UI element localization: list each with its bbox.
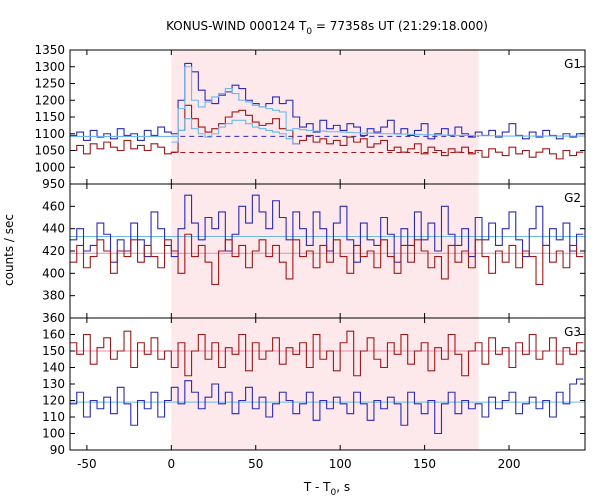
y-tick-label: 380 [42, 289, 65, 303]
panels-group: 95010001050110011501200125013001350G1360… [34, 43, 586, 471]
highlight-interval [171, 50, 479, 450]
y-tick-label: 440 [42, 222, 65, 236]
panel-g2-data [70, 194, 585, 286]
panel-g1: 950 1000 1050 1100 1150 1200 1250 1300 1350 G1 [34, 43, 586, 191]
x-tick-label: 50 [248, 457, 263, 471]
y-tick-label: 140 [42, 361, 65, 375]
panel-g3-data [70, 330, 585, 435]
y-tick-label: 950 [42, 177, 65, 191]
y-tick-label: 1000 [34, 160, 65, 174]
chart-title-subscript: 0 [306, 27, 312, 37]
x-tick-label: 0 [167, 457, 175, 471]
x-axis-label-suffix: , s [336, 480, 350, 494]
series-g1-lightblue-2 [70, 66, 585, 137]
y-tick-label: 90 [50, 443, 65, 457]
x-axis-label-prefix: T - T [303, 480, 331, 494]
panel-label: G3 [564, 325, 581, 339]
series-g1-red-1 [70, 104, 584, 160]
panel-label: G1 [564, 57, 581, 71]
y-tick-label: 150 [42, 344, 65, 358]
x-tick-label: 150 [413, 457, 436, 471]
x-tick-label: 100 [329, 457, 352, 471]
series-g2-blue-0 [70, 194, 584, 263]
y-tick-label: 400 [42, 266, 65, 280]
y-tick-label: 1150 [34, 110, 65, 124]
y-tick-label: 1100 [34, 127, 65, 141]
series-g1-lightblue-3 [171, 118, 300, 145]
x-axis-label-subscript: 0 [331, 488, 337, 498]
x-tick-label: -50 [77, 457, 97, 471]
x-axis-label: T - T0, s [303, 480, 350, 498]
series-g3-blue-1 [70, 378, 584, 435]
y-tick-label: 110 [42, 410, 65, 424]
y-tick-label: 1050 [34, 144, 65, 158]
panel-label: G2 [564, 191, 581, 205]
x-tick-label: 200 [498, 457, 521, 471]
chart-title: KONUS-WIND 000124 T0 = 77358s UT (21:29:… [166, 19, 488, 37]
y-tick-label: 120 [42, 394, 65, 408]
panel-g2: 360 380 400 420 440 460 G2 [42, 183, 586, 325]
series-g2-red-1 [70, 233, 584, 286]
series-g3-red-0 [70, 330, 584, 377]
panel-g3: 90 100 110 120 130 140 150 160 G3 [42, 317, 586, 457]
y-tick-label: 420 [42, 244, 65, 258]
chart-title-prefix: KONUS-WIND 000124 T [166, 19, 307, 33]
y-tick-label: 1250 [34, 77, 65, 91]
y-tick-label: 160 [42, 328, 65, 342]
y-tick-label: 100 [42, 427, 65, 441]
y-axis-label: counts / sec [2, 214, 16, 286]
y-tick-label: 460 [42, 199, 65, 213]
y-tick-label: 1200 [34, 93, 65, 107]
y-tick-label: 1300 [34, 60, 65, 74]
y-tick-label: 1350 [34, 43, 65, 57]
chart-title-suffix: = 77358s UT (21:29:18.000) [312, 19, 488, 33]
y-tick-label: 360 [42, 311, 65, 325]
y-tick-label: 130 [42, 377, 65, 391]
panel-g1-data [70, 62, 585, 160]
